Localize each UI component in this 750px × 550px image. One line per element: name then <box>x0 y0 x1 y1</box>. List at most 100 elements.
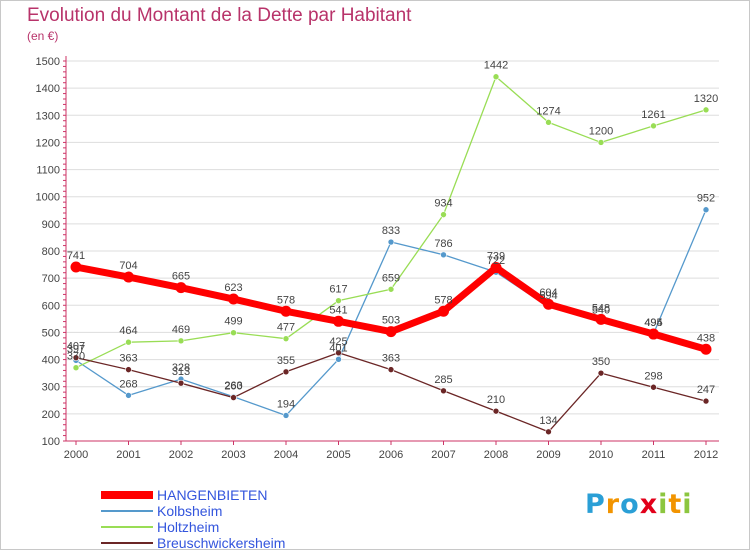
data-point <box>492 73 500 81</box>
data-point <box>543 298 554 310</box>
data-label: 786 <box>434 238 452 250</box>
data-label: 407 <box>67 341 85 353</box>
logo-letter: o <box>620 489 640 520</box>
y-tick-label: 200 <box>42 409 60 421</box>
data-point <box>597 369 605 377</box>
logo-letter: i <box>658 489 669 520</box>
x-tick-label: 2005 <box>326 449 350 461</box>
data-label: 134 <box>539 415 557 427</box>
legend-swatch <box>101 510 153 512</box>
data-point <box>70 261 82 273</box>
data-point <box>333 315 344 327</box>
data-point <box>72 354 80 361</box>
proxiti-logo: Proxiti <box>585 489 693 520</box>
legend: HANGENBIETEN Kolbsheim Holtzheim Breuschwic… <box>101 487 361 550</box>
data-point <box>492 407 500 415</box>
data-point <box>597 139 605 146</box>
data-label: 328 <box>172 362 190 374</box>
data-point <box>702 206 710 214</box>
data-label: 952 <box>697 193 715 205</box>
legend-label: HANGENBIETEN <box>157 487 268 503</box>
data-point <box>335 355 342 363</box>
data-label: 594 <box>539 290 557 302</box>
y-tick-label: 900 <box>42 219 60 231</box>
data-label: 1442 <box>484 60 508 72</box>
data-label: 739 <box>487 251 505 263</box>
data-point <box>700 343 712 355</box>
y-tick-label: 700 <box>42 273 60 285</box>
data-point <box>440 211 447 218</box>
data-label: 665 <box>172 271 190 283</box>
data-label: 425 <box>329 336 347 348</box>
data-label: 210 <box>487 394 505 406</box>
data-label: 741 <box>67 250 85 262</box>
data-point <box>385 326 397 338</box>
data-point <box>702 397 710 405</box>
data-point <box>125 392 132 399</box>
data-label: 704 <box>119 260 137 272</box>
data-point <box>282 368 290 376</box>
data-point <box>440 387 447 395</box>
data-point <box>335 349 342 357</box>
data-label: 260 <box>224 381 242 393</box>
data-point <box>280 305 292 317</box>
y-tick-label: 1500 <box>36 56 60 68</box>
data-point <box>177 337 185 345</box>
data-label: 578 <box>434 294 452 306</box>
logo-letter: r <box>605 489 621 520</box>
data-label: 285 <box>434 374 452 386</box>
data-point <box>702 106 710 114</box>
legend-label: Breuschwickersheim <box>157 535 286 550</box>
y-tick-label: 1200 <box>36 137 60 149</box>
data-label: 934 <box>434 198 452 210</box>
data-point <box>125 338 132 346</box>
data-point <box>282 412 290 419</box>
data-point <box>282 335 290 342</box>
x-tick-label: 2012 <box>694 449 718 461</box>
data-point <box>387 238 395 246</box>
legend-item: Breuschwickersheim <box>101 535 361 550</box>
x-tick-label: 2003 <box>221 449 245 461</box>
x-tick-label: 2009 <box>536 449 560 461</box>
data-label: 247 <box>697 384 715 396</box>
data-label: 503 <box>382 315 400 327</box>
data-label: 548 <box>592 302 610 314</box>
y-tick-label: 300 <box>42 382 60 394</box>
x-tick-label: 2001 <box>116 449 140 461</box>
data-label: 494 <box>644 317 662 329</box>
data-point <box>175 282 187 294</box>
data-point <box>438 305 449 317</box>
legend-swatch <box>101 542 153 544</box>
data-label: 578 <box>277 294 295 306</box>
legend-label: Kolbsheim <box>157 503 223 519</box>
legend-label: Holtzheim <box>157 519 220 535</box>
logo-letter: t <box>668 489 683 520</box>
data-point <box>545 119 552 126</box>
y-tick-label: 100 <box>42 436 60 448</box>
data-label: 298 <box>644 370 662 382</box>
x-tick-label: 2007 <box>431 449 455 461</box>
y-tick-label: 1000 <box>36 192 60 204</box>
data-label: 469 <box>172 324 190 336</box>
data-point <box>230 329 237 337</box>
y-tick-label: 600 <box>42 300 60 312</box>
data-point <box>595 313 607 325</box>
data-point <box>387 285 395 293</box>
data-point <box>650 122 657 130</box>
legend-item: Kolbsheim <box>101 503 361 519</box>
y-tick-label: 500 <box>42 327 60 339</box>
legend-swatch <box>101 526 153 528</box>
data-label: 1261 <box>641 109 665 121</box>
data-label: 617 <box>329 284 347 296</box>
series-line-breuschwickersheim <box>75 352 707 433</box>
data-label: 438 <box>697 332 715 344</box>
data-label: 401 <box>329 342 347 354</box>
data-point <box>230 394 237 401</box>
data-point <box>335 297 342 304</box>
data-label: 355 <box>277 355 295 367</box>
x-tick-label: 2000 <box>64 449 88 461</box>
data-label: 313 <box>172 366 190 378</box>
data-label: 363 <box>382 353 400 365</box>
logo-letter: x <box>639 489 659 520</box>
